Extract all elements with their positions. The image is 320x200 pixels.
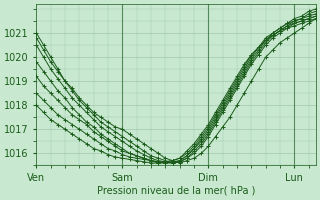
X-axis label: Pression niveau de la mer( hPa ): Pression niveau de la mer( hPa ) xyxy=(97,186,255,196)
